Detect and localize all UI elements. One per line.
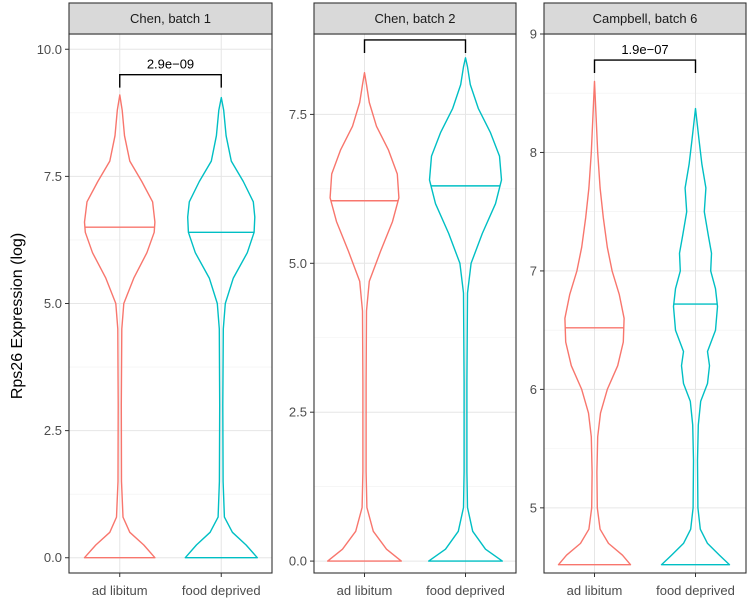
y-tick-label: 8 (530, 145, 537, 160)
p-value-label: 2.9e−09 (147, 57, 194, 72)
strip-title: Chen, batch 1 (130, 11, 211, 26)
y-tick-label: 5 (530, 500, 537, 515)
x-tick-label: food deprived (656, 583, 735, 598)
y-axis-label: Rps26 Expression (log) (9, 233, 26, 399)
strip-title: Campbell, batch 6 (593, 11, 698, 26)
y-tick-label: 5.0 (44, 296, 62, 311)
x-tick-label: ad libitum (567, 583, 623, 598)
panel-background (314, 34, 516, 573)
x-tick-label: food deprived (426, 583, 505, 598)
violin-ad-libitum (327, 72, 402, 562)
y-tick-label: 0.0 (44, 550, 62, 565)
y-tick-label: 9 (530, 27, 537, 42)
violin-food-deprived (660, 107, 731, 566)
y-tick-label: 6 (530, 382, 537, 397)
strip-header (313, 2, 517, 35)
significance-bracket (593, 59, 697, 74)
strip-header (68, 2, 273, 35)
x-tick-label: ad libitum (92, 583, 148, 598)
significance-bracket (119, 73, 222, 88)
y-tick-label: 7 (530, 263, 537, 278)
y-tick-label: 7.5 (44, 169, 62, 184)
y-tick-label: 5.0 (289, 256, 307, 271)
y-tick-label: 7.5 (289, 107, 307, 122)
y-tick-label: 0.0 (289, 554, 307, 569)
y-tick-label: 10.0 (37, 42, 62, 57)
y-tick-label: 2.5 (44, 423, 62, 438)
x-tick-label: food deprived (182, 583, 261, 598)
y-tick-label: 2.5 (289, 405, 307, 420)
strip-header (543, 2, 747, 35)
violin-ad-libitum (557, 80, 632, 566)
p-value-label: 1.9e−07 (621, 42, 668, 57)
violin-food-deprived (428, 57, 503, 562)
violin-ad-libitum (83, 94, 156, 559)
significance-bracket (363, 39, 467, 53)
violin-food-deprived (184, 96, 258, 559)
x-tick-label: ad libitum (337, 583, 393, 598)
strip-title: Chen, batch 2 (375, 11, 456, 26)
